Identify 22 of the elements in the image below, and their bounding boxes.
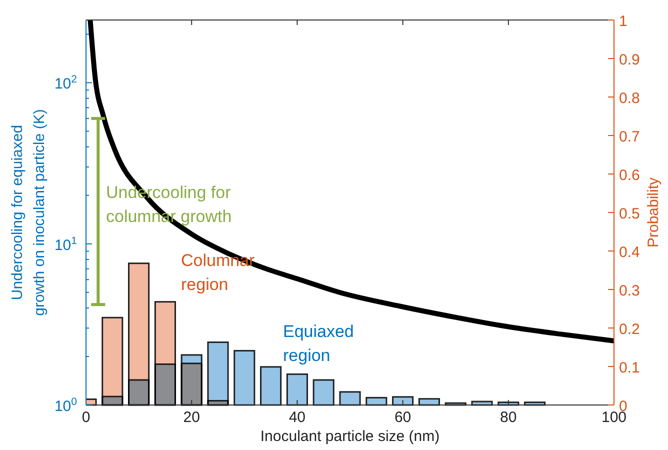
y2-tick-label: 0.9 <box>619 52 640 68</box>
x-tick-label: 80 <box>500 409 517 426</box>
y-tick-label: 10$^{1}$ <box>54 234 78 254</box>
y2-tick-label: 0.7 <box>619 128 640 146</box>
x-tick-label: 40 <box>288 409 306 426</box>
y2-tick-label: 1 <box>619 13 628 30</box>
y-axis-title: Undercooling for equiaxed growth on inoculant particle (K) <box>9 109 48 316</box>
y2-tick-label: 0.4 <box>619 244 640 261</box>
y2-tick-label: 0.6 <box>619 167 640 184</box>
y-tick-label: 10$^{0}$ <box>54 396 78 415</box>
y2-axis-title: Probability <box>645 176 662 248</box>
y2-tick-label: 0.1 <box>619 360 640 376</box>
y2-tick-label: 0.8 <box>619 90 640 107</box>
x-tick-label: 60 <box>394 409 412 426</box>
x-tick-label: 20 <box>183 409 200 426</box>
y2-tick-label: 0.5 <box>619 206 640 222</box>
series-label: Equiaxed region <box>283 322 354 365</box>
y-tick-label: 10$^{2}$ <box>54 74 78 93</box>
x-axis-title: Inoculant particle size (nm) <box>260 428 440 445</box>
y2-tick-label: 0.3 <box>619 282 640 300</box>
x-tick-label: 0 <box>82 409 90 426</box>
y2-tick-label: 0.2 <box>619 321 640 338</box>
